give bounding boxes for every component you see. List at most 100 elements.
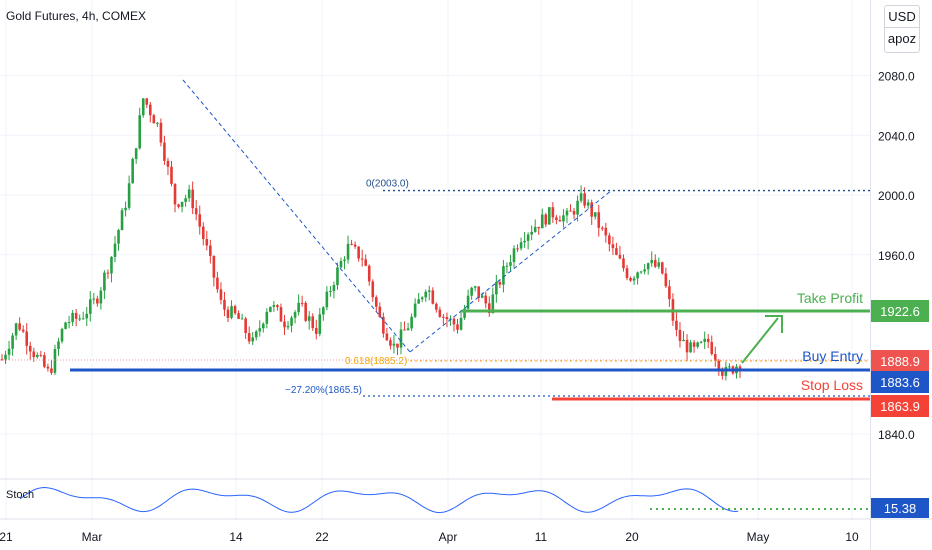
price-tag (871, 350, 929, 372)
candle-body (427, 290, 431, 292)
candle-body (314, 328, 318, 334)
candle-body (201, 226, 205, 240)
candle-body (329, 290, 332, 292)
candle-body (495, 282, 498, 295)
candle-body (0, 359, 4, 361)
candle-body (565, 210, 569, 216)
candle-body (608, 235, 611, 245)
x-tick-label: 14 (229, 530, 243, 544)
candle-body (516, 248, 519, 250)
candle-body (583, 193, 586, 206)
candle-body (240, 318, 244, 320)
stoch-value: 15.38 (884, 501, 917, 516)
candle-body (50, 368, 53, 373)
candle-body (318, 314, 322, 334)
y-tick-label: 2000.0 (878, 189, 915, 203)
candle-body (254, 331, 258, 338)
fib-label: −27.20%(1865.5) (285, 385, 362, 396)
candle-body (339, 261, 343, 268)
candle-body (685, 339, 689, 353)
y-tick-label: 1840.0 (878, 428, 915, 442)
candle-body (152, 115, 156, 124)
candle-body (721, 370, 724, 376)
candle-body (127, 183, 131, 208)
candle-body (96, 298, 99, 304)
price-tag (871, 395, 929, 417)
x-tick-label: 20 (625, 530, 639, 544)
candle-body (226, 309, 230, 318)
y-tick-label: 1960.0 (878, 249, 915, 263)
candle-body (177, 204, 180, 207)
candle-body (39, 354, 43, 356)
candle-body (21, 329, 25, 332)
level-label: Stop Loss (801, 377, 863, 393)
candle-body (60, 328, 64, 342)
candle-body (417, 299, 420, 304)
candle-body (420, 297, 424, 300)
candle-body (247, 333, 251, 342)
candle-body (99, 290, 103, 304)
candle-body (445, 317, 449, 320)
candle-body (600, 227, 604, 229)
candle-body (625, 268, 629, 279)
candle-body (106, 272, 110, 274)
candle-body (653, 259, 657, 267)
candle-body (251, 337, 255, 342)
candle-body (632, 278, 636, 281)
candle-body (382, 316, 385, 334)
candle-body (184, 198, 187, 202)
candle-body (346, 243, 350, 260)
currency-code[interactable]: USD (885, 6, 919, 28)
candle-body (138, 115, 142, 149)
candle-body (124, 207, 127, 211)
x-tick-label: May (747, 530, 770, 544)
candle-body (88, 299, 92, 314)
candle-body (505, 265, 509, 267)
candle-body (650, 259, 654, 264)
candle-body (269, 306, 272, 312)
currency-selector[interactable]: USD apoz (884, 5, 920, 53)
level-label: Take Profit (797, 290, 863, 306)
candle-body (25, 331, 29, 346)
candle-body (120, 210, 124, 231)
candle-body (452, 318, 456, 325)
candle-body (728, 366, 731, 368)
candle-body (81, 318, 85, 320)
candle-body (678, 329, 682, 342)
candle-body (360, 258, 364, 260)
candle-body (290, 317, 293, 326)
candle-body (145, 98, 149, 105)
candle-body (470, 287, 473, 296)
candle-body (64, 322, 67, 329)
candle-body (131, 158, 134, 184)
candle-body (74, 312, 78, 319)
candle-body (4, 354, 7, 360)
candle-body (166, 160, 170, 167)
price-tag-value: 1883.6 (880, 375, 920, 390)
candle-body (424, 291, 428, 298)
candle-body (230, 306, 233, 318)
candle-body (212, 255, 216, 278)
candle-body (586, 202, 590, 206)
candle-body (219, 289, 223, 300)
candle-body (7, 348, 11, 355)
candle-body (696, 342, 699, 347)
candle-body (646, 263, 650, 270)
candle-body (110, 256, 113, 274)
candle-body (194, 208, 198, 215)
candle-body (519, 242, 523, 249)
candle-body (297, 302, 300, 313)
candle-body (187, 189, 191, 199)
price-axis-separator (870, 0, 871, 550)
candle-body (657, 262, 661, 267)
candle-body (117, 230, 120, 244)
candle-body (502, 266, 505, 285)
price-tag-value: 1888.9 (880, 354, 920, 369)
candle-body (604, 227, 608, 236)
candle-body (325, 291, 329, 308)
level-label: Buy Entry (802, 348, 863, 364)
x-tick-label: Apr (439, 530, 458, 544)
candle-body (53, 349, 57, 373)
candle-body (67, 322, 71, 324)
